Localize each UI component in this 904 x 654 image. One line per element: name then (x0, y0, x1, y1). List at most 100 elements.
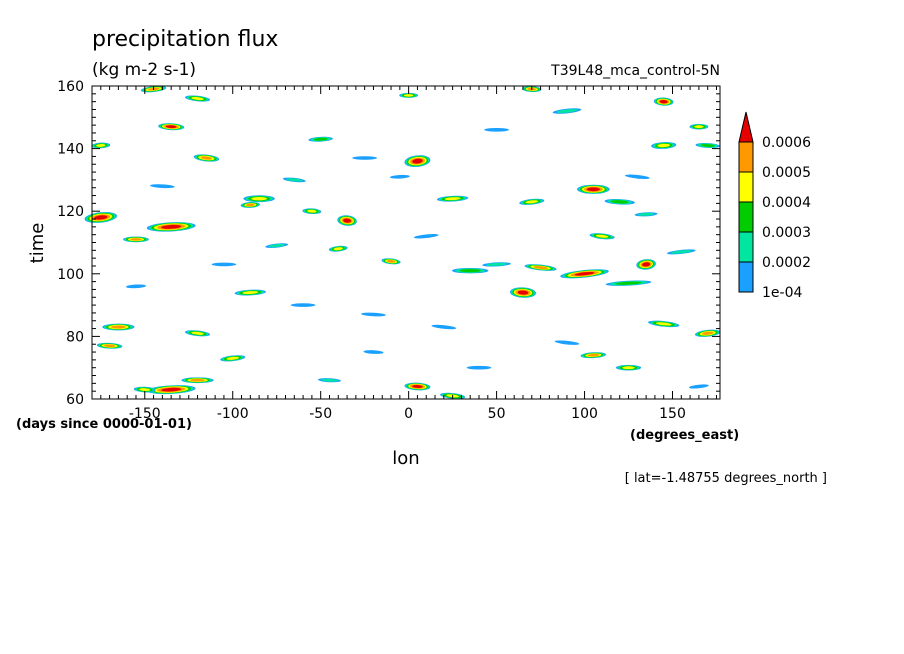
y-tick-label: 120 (57, 204, 84, 220)
precip-feature (605, 280, 652, 286)
precip-feature (636, 259, 656, 270)
contour-band (111, 325, 126, 329)
x-tick-label: -50 (309, 406, 332, 422)
contour-band (412, 384, 423, 389)
contour-band (525, 200, 539, 204)
contour-band (361, 312, 386, 317)
precip-feature (589, 233, 615, 240)
contour-band (642, 262, 651, 267)
contour-band (130, 238, 142, 241)
colorbar: 1e-04 0.0002 0.0003 0.0004 0.0005 0.0006 (738, 111, 811, 301)
precip-feature (648, 320, 680, 328)
axes: -150 -100 -50 0 50 100 150 60 80 100 120 140 160 (57, 79, 720, 422)
precip-feature (436, 195, 469, 202)
precip-feature (695, 142, 720, 148)
precip-feature (666, 249, 696, 255)
precip-feature (519, 198, 545, 205)
precip-feature (282, 177, 306, 183)
colorbar-level-label: 1e-04 (762, 285, 802, 301)
precip-feature (220, 355, 246, 362)
y-axis-label: time (27, 223, 48, 264)
precip-feature (302, 208, 322, 215)
contour-band (688, 384, 709, 389)
contour-band (586, 187, 600, 192)
contour-band (615, 281, 642, 285)
precip-feature (688, 384, 709, 389)
precip-feature (604, 199, 635, 205)
contour-band (702, 331, 714, 335)
precip-feature (181, 377, 214, 384)
plot-frame (91, 85, 721, 400)
contour-band (624, 174, 650, 179)
contour-band (286, 178, 303, 182)
contour-band (431, 324, 457, 330)
y-tick-label: 160 (57, 79, 84, 95)
chart-units: (kg m-2 s-1) (92, 60, 196, 80)
y-tick-label: 100 (57, 267, 84, 283)
precip-feature (91, 142, 111, 149)
precip-feature (123, 236, 149, 243)
precip-feature (240, 201, 260, 208)
precip-feature (158, 123, 185, 131)
precip-feature (363, 350, 384, 354)
contour-band (466, 365, 492, 370)
precip-feature (634, 212, 658, 217)
colorbar-swatch (738, 231, 754, 263)
contour-band (655, 322, 672, 326)
contour-band (403, 94, 414, 97)
x-tick-label: 100 (571, 406, 598, 422)
precip-feature (689, 123, 709, 130)
precip-feature (653, 97, 674, 106)
contour-band (444, 197, 461, 201)
contour-band (389, 174, 410, 179)
precip-feature (308, 136, 333, 142)
x-tick-label: -100 (217, 406, 249, 422)
contour-band (191, 96, 204, 101)
experiment-label: T39L48_mca_control-5N (550, 63, 720, 79)
contour-band (307, 209, 317, 213)
contour-band (484, 128, 509, 132)
contour-band (161, 224, 182, 229)
precip-feature (146, 385, 196, 395)
precip-feature (361, 312, 386, 317)
colorbar-level-label: 0.0004 (762, 195, 811, 211)
precip-feature (554, 340, 580, 345)
precip-feature (146, 222, 196, 232)
contour-band (165, 125, 177, 129)
contour-band (363, 350, 384, 354)
precip-feature (466, 365, 492, 370)
contour-band (587, 353, 600, 357)
colorbar-level-label: 0.0003 (762, 225, 811, 241)
y-tick-label: 140 (57, 142, 84, 158)
x-axis-units: (degrees_east) (630, 428, 739, 443)
contour-band (200, 156, 213, 160)
contour-band (242, 291, 259, 295)
colorbar-level-label: 0.0005 (762, 165, 811, 181)
chart-title: precipitation flux (92, 27, 278, 52)
colorbar-swatch (738, 171, 754, 203)
precip-feature (560, 269, 609, 279)
contour-band (190, 378, 205, 382)
contour-band (313, 137, 328, 141)
y-tick-label: 60 (66, 392, 84, 408)
precip-feature (404, 155, 431, 168)
contour-band (671, 250, 692, 254)
precip-feature (389, 174, 410, 179)
precip-feature (524, 264, 557, 271)
precip-feature (265, 243, 289, 248)
contour-band (574, 271, 595, 276)
precip-feature (484, 128, 509, 132)
precip-feature (102, 323, 135, 331)
precip-feature (337, 215, 357, 226)
colorbar-swatch (738, 201, 754, 233)
precip-feature (328, 245, 348, 252)
contour-band (211, 262, 237, 267)
contour-band (149, 184, 175, 189)
contour-band (622, 366, 635, 370)
contour-band (554, 340, 580, 345)
contour-band (226, 356, 239, 360)
contour-band (352, 156, 378, 160)
precip-feature (234, 289, 266, 296)
contour-band (96, 144, 106, 147)
